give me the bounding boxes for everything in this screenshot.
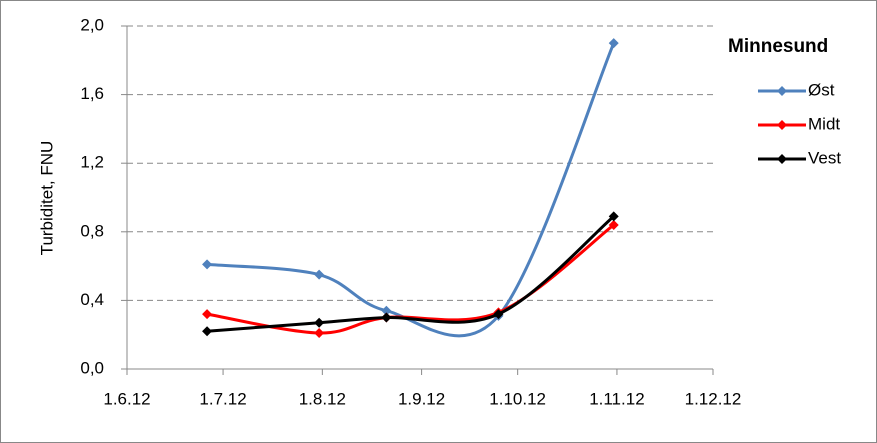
legend-label: Midt (808, 114, 840, 133)
legend-marker (777, 86, 787, 96)
point-marker (493, 309, 504, 320)
point-marker (202, 326, 213, 337)
point-marker (202, 309, 213, 320)
point-marker (381, 312, 392, 323)
y-tick-label: 1,6 (80, 84, 104, 103)
point-marker (381, 305, 392, 316)
y-tick-label: 0,8 (80, 221, 104, 240)
point-marker (314, 269, 325, 280)
legend-label: Øst (808, 80, 835, 99)
x-tick-label: 1.12.12 (685, 389, 742, 408)
x-tick-label: 1.11.12 (589, 389, 644, 408)
x-tick-label: 1.9.12 (398, 389, 445, 408)
x-tick-label: 1.7.12 (199, 389, 246, 408)
y-tick-label: 0,4 (80, 290, 104, 309)
legend-label: Vest (808, 148, 841, 167)
point-marker (608, 38, 619, 49)
y-tick-label: 2,0 (80, 15, 104, 34)
x-tick-label: 1.8.12 (299, 389, 346, 408)
y-axis-label: Turbiditet, FNU (37, 141, 56, 256)
point-marker (608, 219, 619, 230)
x-tick-label: 1.10.12 (489, 389, 546, 408)
point-marker (608, 211, 619, 222)
x-tick-label: 1.6.12 (103, 389, 150, 408)
point-marker (314, 327, 325, 338)
legend-marker (777, 120, 787, 130)
y-tick-label: 0,0 (80, 358, 104, 377)
legend-title: Minnesund (728, 36, 828, 57)
series-line (206, 42, 616, 338)
legend-marker (777, 154, 787, 164)
series-line (206, 215, 615, 333)
y-tick-label: 1,2 (80, 153, 104, 172)
point-marker (202, 259, 213, 270)
point-marker (314, 317, 325, 328)
